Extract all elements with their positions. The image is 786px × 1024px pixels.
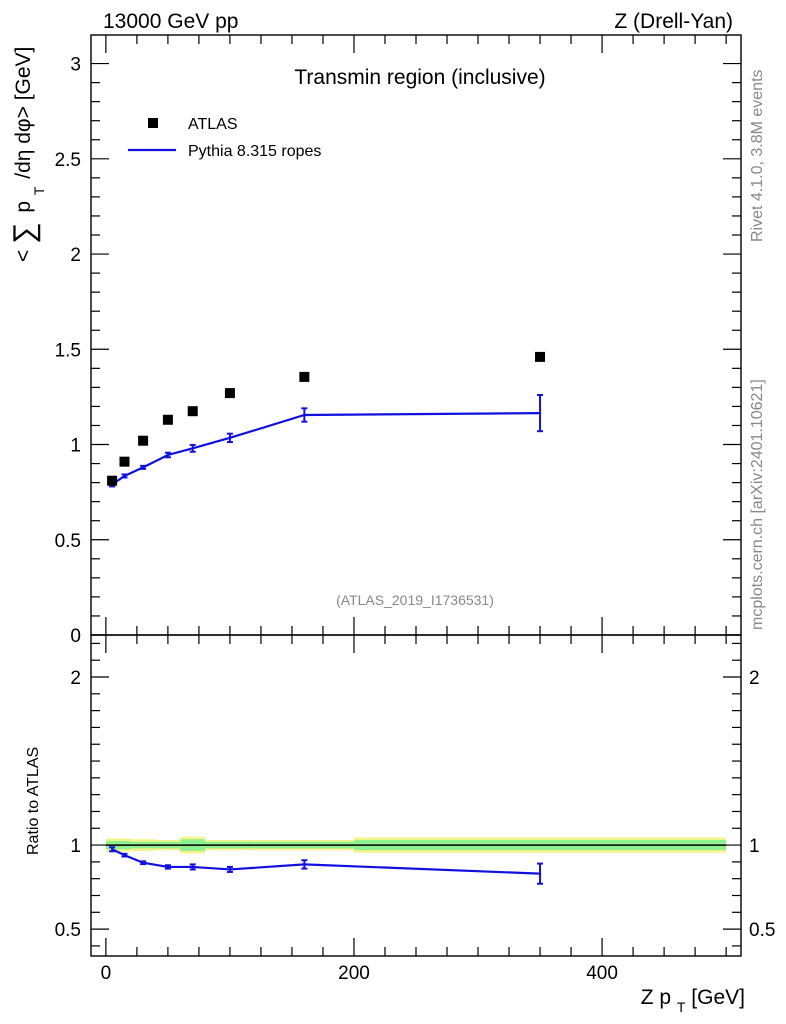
main-ytick-label: 1.5	[55, 340, 81, 361]
header-right: Z (Drell-Yan)	[614, 10, 733, 33]
atlas-data-point	[119, 456, 130, 467]
main-ytick-label: 0.5	[55, 531, 81, 552]
mcplots-info: mcplots.cern.ch [arXiv:2401.10621]	[749, 379, 766, 630]
ratio-axis-ticks: 0.5 0.5 1 1 2 2 0 200 400	[55, 635, 775, 984]
atlas-data-point	[187, 406, 198, 417]
ratio-xtick-label: 400	[586, 963, 618, 984]
atlas-data-point	[299, 371, 310, 382]
ratio-mc-series	[109, 846, 544, 885]
ratio-ytick-label-left: 0.5	[55, 920, 81, 941]
analysis-label: (ATLAS_2019_I1736531)	[336, 592, 494, 608]
atlas-data-point	[162, 414, 173, 425]
main-mc-series	[109, 394, 544, 488]
main-title: Transmin region (inclusive)	[294, 66, 545, 89]
main-axis-ticks: 0 0.5 1 1.5 2 2.5 3	[55, 35, 741, 647]
atlas-data-point	[107, 475, 118, 486]
ratio-xtick-label: 200	[338, 963, 370, 984]
xlabel-unit: [GeV]	[691, 986, 745, 1009]
main-y-axis-label: < ∑ p T /dη dφ> [GeV]	[8, 47, 49, 262]
legend: ATLAS Pythia 8.315 ropes	[128, 116, 321, 160]
ratio-ytick-label-right: 0.5	[749, 920, 775, 941]
xlabel-sub: T	[677, 999, 686, 1015]
ratio-ytick-label-right: 1	[749, 836, 760, 857]
ylabel-sub: T	[31, 186, 47, 195]
atlas-data-point	[224, 388, 235, 399]
legend-atlas-label: ATLAS	[188, 116, 238, 133]
ratio-panel: 0.5 0.5 1 1 2 2 0 200 400 Ratio to ATLAS Z p T […	[25, 634, 775, 1017]
legend-mc-label: Pythia 8.315 ropes	[188, 143, 321, 160]
main-ytick-label: 2	[70, 245, 81, 266]
ratio-mc-curve	[111, 848, 541, 875]
ratio-ytick-label-left: 2	[70, 668, 81, 689]
main-data-series	[107, 351, 546, 486]
atlas-data-point	[138, 435, 149, 446]
ratio-frame	[90, 634, 742, 957]
main-ytick-label: 0	[70, 626, 81, 647]
main-ytick-label: 2.5	[55, 150, 81, 171]
ylabel-open: <	[12, 250, 35, 262]
main-ytick-label: 1	[70, 436, 81, 457]
ratio-ytick-label-right: 2	[749, 668, 760, 689]
ylabel-p: p	[12, 201, 35, 213]
atlas-data-point	[535, 351, 546, 362]
xlabel-main: Z p	[641, 986, 671, 1009]
legend-atlas-marker	[148, 118, 158, 128]
rivet-info: Rivet 4.1.0, 3.8M events	[749, 69, 766, 242]
ylabel-sum: ∑	[8, 223, 41, 244]
x-axis-label: Z p T [GeV]	[641, 986, 745, 1017]
main-panel: Transmin region (inclusive) (ATLAS_2019_…	[8, 34, 742, 647]
header-left: 13000 GeV pp	[103, 10, 238, 33]
svg-text:< ∑ p: < ∑ p T /dη dφ> [GeV]	[8, 47, 49, 262]
ratio-xtick-label: 0	[101, 963, 112, 984]
ratio-ytick-label-left: 1	[70, 836, 81, 857]
main-ytick-label: 3	[70, 55, 81, 76]
ylabel-rest: /dη dφ> [GeV]	[12, 47, 35, 179]
ratio-y-axis-label: Ratio to ATLAS	[25, 747, 42, 855]
mc-curve	[111, 411, 541, 486]
